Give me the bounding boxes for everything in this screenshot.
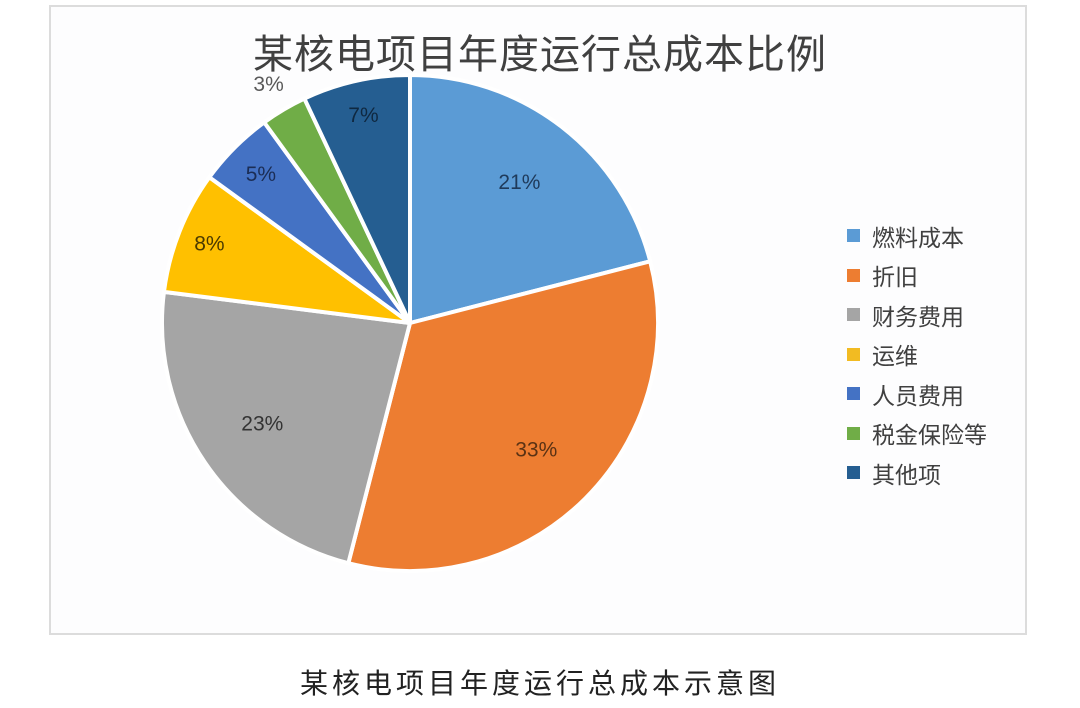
legend-label: 其他项 <box>872 462 941 489</box>
legend-swatch <box>847 229 860 243</box>
data-label: 8% <box>194 233 224 256</box>
data-label: 7% <box>348 104 378 127</box>
pie-slice-3 <box>161 175 412 325</box>
legend-item-depreciation: 折旧 <box>847 256 987 296</box>
legend-item-om: 运维 <box>847 335 987 375</box>
legend-label: 运维 <box>872 344 918 371</box>
legend-item-tax-insurance: 税金保险等 <box>847 414 987 454</box>
data-label: 5% <box>246 163 276 186</box>
legend-swatch <box>847 308 860 322</box>
data-label: 21% <box>498 171 540 194</box>
legend-swatch <box>847 466 860 480</box>
legend-item-fuel: 燃料成本 <box>847 216 987 256</box>
legend-label: 人员费用 <box>872 383 964 410</box>
legend: 燃料成本 折旧 财务费用 运维 人员费用 税金保险等 其他项 <box>847 216 987 493</box>
legend-label: 财务费用 <box>872 304 964 331</box>
pie-slice-1 <box>346 259 660 573</box>
legend-swatch <box>847 387 860 401</box>
legend-label: 税金保险等 <box>872 423 987 450</box>
pie-slice-6 <box>302 73 412 325</box>
legend-item-personnel: 人员费用 <box>847 374 987 414</box>
legend-swatch <box>847 426 860 440</box>
data-label: 33% <box>515 438 557 461</box>
pie-data-labels: 21% 33% 23% 8% 5% 3% 7% <box>194 73 557 461</box>
legend-item-finance: 财务费用 <box>847 295 987 335</box>
legend-swatch <box>847 268 860 282</box>
legend-swatch <box>847 347 860 361</box>
data-label: 23% <box>241 412 283 435</box>
data-label: 3% <box>253 73 283 96</box>
legend-item-other: 其他项 <box>847 453 987 493</box>
pie-slices <box>160 73 660 573</box>
legend-label: 燃料成本 <box>872 225 964 252</box>
legend-label: 折旧 <box>872 265 918 292</box>
pie-slice-0 <box>408 73 653 325</box>
figure-caption: 某核电项目年度运行总成本示意图 <box>299 667 780 700</box>
pie-slice-2 <box>160 289 412 566</box>
chart-title: 某核电项目年度运行总成本比例 <box>253 32 827 78</box>
